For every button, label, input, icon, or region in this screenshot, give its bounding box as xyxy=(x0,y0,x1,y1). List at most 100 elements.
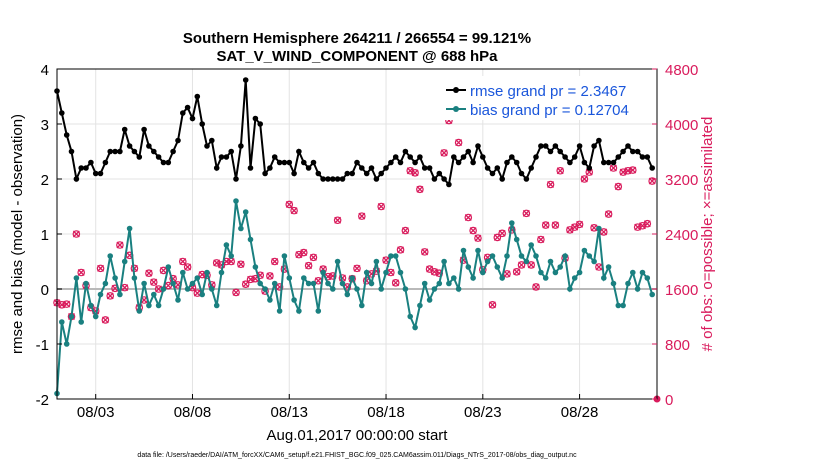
rmse-point xyxy=(252,115,259,122)
bias-point xyxy=(460,247,467,254)
obs-count-point xyxy=(62,300,71,308)
obs-count-point xyxy=(101,316,110,324)
obs-count-point xyxy=(517,261,526,269)
bias-point xyxy=(470,275,476,281)
bias-point xyxy=(402,286,409,292)
rmse-point xyxy=(451,154,457,160)
bias-point xyxy=(271,280,278,287)
legend-box xyxy=(433,76,653,120)
bias-point xyxy=(339,280,346,287)
bias-point xyxy=(596,225,602,232)
obs-count-point xyxy=(551,221,560,229)
obs-count-point xyxy=(488,301,497,309)
y-tick-label-right: 4000 xyxy=(665,117,698,134)
rmse-point xyxy=(513,159,520,166)
obs-possible-marker xyxy=(266,272,274,280)
bias-point xyxy=(610,280,617,287)
rmse-point xyxy=(576,143,583,149)
rmse-point xyxy=(223,154,230,160)
obs-possible-marker xyxy=(377,202,385,211)
bias-point xyxy=(92,313,99,320)
bias-point xyxy=(325,280,331,287)
obs-possible-marker xyxy=(546,180,555,189)
bias-point xyxy=(431,286,438,292)
obs-count-point xyxy=(537,235,545,244)
obs-assimilated-marker xyxy=(629,166,637,174)
rmse-point xyxy=(523,176,530,182)
obs-assimilated-marker xyxy=(551,221,559,229)
rmse-point xyxy=(465,148,472,155)
obs-count-point xyxy=(420,248,429,256)
bias-point xyxy=(533,253,539,259)
obs-assimilated-marker xyxy=(227,258,235,265)
obs-possible-marker xyxy=(624,166,632,175)
bias-point xyxy=(644,275,651,281)
bias-point xyxy=(165,264,172,270)
bias-point xyxy=(615,302,622,309)
obs-possible-marker xyxy=(309,253,318,262)
obs-assimilated-marker xyxy=(266,272,274,280)
obs-possible-marker xyxy=(614,182,623,191)
bias-point xyxy=(446,280,452,287)
obs-assimilated-marker xyxy=(334,216,342,224)
bias-point xyxy=(330,286,336,292)
bias-point xyxy=(349,275,356,281)
bias-point xyxy=(83,280,89,287)
obs-assimilated-marker xyxy=(547,181,555,188)
obs-possible-marker xyxy=(237,260,245,269)
rmse-point xyxy=(59,110,65,116)
obs-assimilated-marker xyxy=(643,220,651,228)
bias-point xyxy=(557,264,563,270)
bias-point xyxy=(581,247,588,254)
bias-point xyxy=(194,275,201,281)
bias-point xyxy=(547,258,554,265)
bias-point xyxy=(397,269,404,276)
bias-point xyxy=(107,253,113,259)
obs-assimilated-marker xyxy=(397,246,405,254)
obs-assimilated-marker xyxy=(401,227,409,235)
obs-possible-marker xyxy=(537,235,545,244)
bias-point xyxy=(63,341,70,347)
rmse-point xyxy=(412,159,418,166)
rmse-point xyxy=(184,104,191,111)
obs-count-point xyxy=(183,263,192,271)
obs-possible-marker xyxy=(72,230,81,238)
rmse-point xyxy=(92,170,99,177)
rmse-point xyxy=(368,165,375,171)
bias-point xyxy=(233,198,239,204)
obs-assimilated-marker xyxy=(411,169,419,177)
rmse-point xyxy=(470,159,476,166)
bias-point xyxy=(228,253,234,259)
obs-possible-marker xyxy=(401,226,410,235)
rmse-point xyxy=(325,176,331,182)
bias-point xyxy=(155,302,162,309)
obs-count-point xyxy=(353,264,361,273)
bias-point xyxy=(504,253,510,259)
rmse-point xyxy=(189,115,196,122)
rmse-point xyxy=(180,110,186,116)
rmse-point xyxy=(455,159,462,166)
rmse-line xyxy=(56,79,654,187)
obs-count-point xyxy=(299,248,308,257)
bias-point xyxy=(421,280,428,287)
obs-count-point xyxy=(595,263,603,271)
obs-assimilated-marker xyxy=(600,228,608,236)
obs-count-point xyxy=(522,209,531,218)
rmse-point xyxy=(605,159,612,166)
rmse-point xyxy=(286,159,293,166)
obs-assimilated-marker xyxy=(77,269,85,276)
rmse-point xyxy=(102,159,109,166)
bias-point xyxy=(354,286,360,292)
obs-count-point xyxy=(411,169,419,177)
rmse-point xyxy=(528,165,534,171)
obs-count-point xyxy=(391,279,400,287)
obs-count-point xyxy=(227,257,235,266)
chart-title-line1: Southern Hemisphere 264211 / 266554 = 99… xyxy=(182,30,532,47)
rmse-series xyxy=(54,77,655,188)
bias-point xyxy=(305,280,312,287)
rmse-point xyxy=(83,165,89,171)
obs-count-point xyxy=(469,226,477,235)
bias-point xyxy=(378,286,385,292)
obs-possible-marker xyxy=(512,268,521,276)
